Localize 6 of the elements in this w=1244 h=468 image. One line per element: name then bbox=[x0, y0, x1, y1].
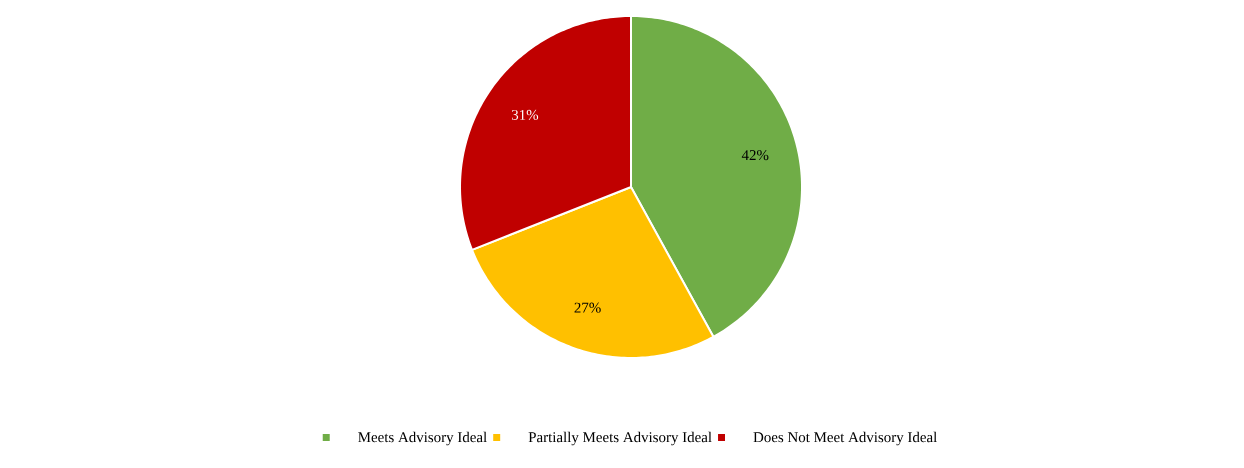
legend-label: Meets Advisory Ideal bbox=[358, 431, 487, 446]
data-label: 31% bbox=[511, 109, 539, 120]
data-label: 27% bbox=[574, 302, 601, 313]
data-label: 42% bbox=[741, 150, 769, 161]
legend-label: Partially Meets Advisory Ideal bbox=[528, 431, 712, 446]
legend-label: Does Not Meet Advisory Ideal bbox=[753, 431, 937, 446]
